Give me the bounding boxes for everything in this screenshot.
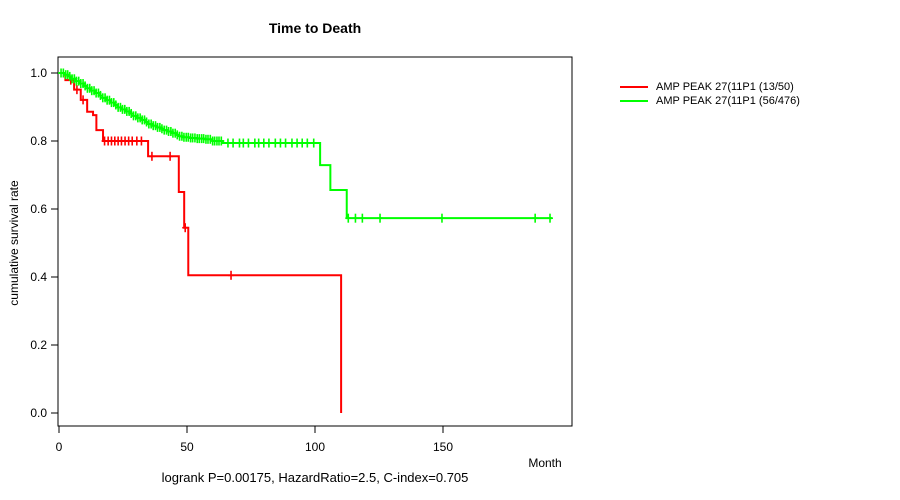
x-tick-label: 150	[433, 440, 453, 454]
legend-label-green: AMP PEAK 27(11P1 (56/476)	[656, 95, 800, 107]
survival-curve-green	[59, 72, 553, 220]
x-tick-label: 50	[180, 440, 194, 454]
y-tick-label: 0.0	[30, 406, 47, 420]
legend-line-red	[620, 86, 648, 88]
x-axis-label: Month	[528, 456, 562, 470]
survival-curve-red	[59, 72, 343, 413]
y-tick-label: 1.0	[30, 66, 47, 80]
stats-subtitle: logrank P=0.00175, HazardRatio=2.5, C-in…	[161, 470, 469, 485]
chart-title: Time to Death	[268, 20, 362, 36]
y-tick-label: 0.2	[30, 338, 47, 352]
legend-item-green: AMP PEAK 27(11P1 (56/476)	[620, 94, 800, 108]
legend-item-red: AMP PEAK 27(11P1 (13/50)	[620, 80, 800, 94]
y-tick-label: 0.4	[30, 270, 47, 284]
legend: AMP PEAK 27(11P1 (13/50) AMP PEAK 27(11P…	[620, 80, 800, 108]
legend-label-red: AMP PEAK 27(11P1 (13/50)	[656, 81, 794, 93]
y-tick-label: 0.6	[30, 202, 47, 216]
legend-line-green	[620, 100, 648, 102]
y-tick-label: 0.8	[30, 134, 47, 148]
x-tick-label: 100	[305, 440, 325, 454]
x-tick-label: 0	[56, 440, 63, 454]
